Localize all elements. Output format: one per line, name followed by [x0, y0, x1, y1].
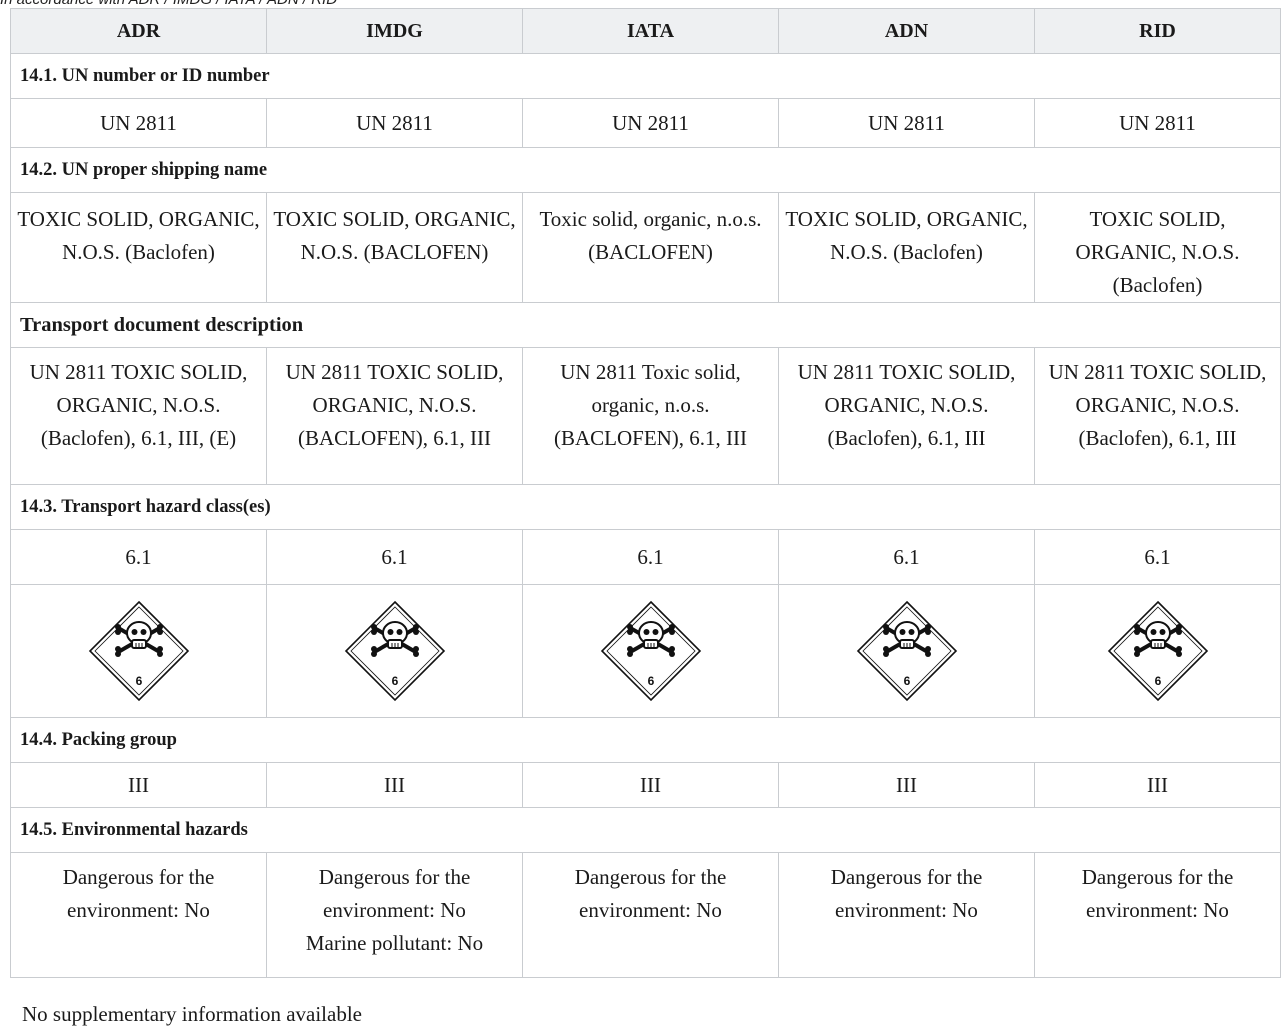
table-cell: Dangerous for the environment: No — [778, 852, 1035, 978]
marine-pollutant-text: Marine pollutant: No — [305, 931, 484, 955]
section-title: 14.2. UN proper shipping name — [10, 147, 1281, 193]
section-transport-document: Transport document description — [10, 302, 1281, 348]
hazard-label-cell: 6 — [1034, 584, 1281, 718]
section-hazard-class: 14.3. Transport hazard class(es) — [10, 484, 1281, 530]
table-cell: UN 2811 TOXIC SOLID, ORGANIC, N.O.S. (Ba… — [778, 347, 1035, 485]
env-hazard-text: Dangerous for the environment: No — [830, 865, 983, 922]
hazard-label-cell: 6 — [10, 584, 267, 718]
column-header-adn: ADN — [778, 8, 1035, 54]
hazard-label-cell: 6 — [778, 584, 1035, 718]
hazard-class-number: 6 — [647, 674, 654, 688]
supplementary-info: No supplementary information available — [22, 1002, 362, 1026]
table-cell: UN 2811 — [778, 98, 1035, 148]
hazard-label-row: 6 6 6 6 6 — [10, 584, 1281, 718]
table-cell: 6.1 — [778, 529, 1035, 585]
environmental-row: Dangerous for the environment: No Danger… — [10, 852, 1281, 978]
section-packing-group: 14.4. Packing group — [10, 717, 1281, 763]
table-cell: III — [522, 762, 779, 808]
hazard-class-number: 6 — [1154, 674, 1161, 688]
hazard-class-number: 6 — [903, 674, 910, 688]
section-title: Transport document description — [10, 302, 1281, 348]
toxic-skull-crossbones-diamond-icon: 6 — [856, 600, 957, 702]
hazard-class-row: 6.1 6.1 6.1 6.1 6.1 — [10, 529, 1281, 585]
column-header-imdg: IMDG — [266, 8, 523, 54]
table-cell: UN 2811 — [1034, 98, 1281, 148]
table-cell: 6.1 — [10, 529, 267, 585]
section-un-number: 14.1. UN number or ID number — [10, 53, 1281, 99]
table-cell: Dangerous for the environment: No — [10, 852, 267, 978]
table-cell: UN 2811 TOXIC SOLID, ORGANIC, N.O.S. (BA… — [266, 347, 523, 485]
packing-group-row: III III III III III — [10, 762, 1281, 808]
transport-document-row: UN 2811 TOXIC SOLID, ORGANIC, N.O.S. (Ba… — [10, 347, 1281, 485]
transport-table: ADR IMDG IATA ADN RID 14.1. UN number or… — [10, 8, 1281, 978]
section-title: 14.5. Environmental hazards — [10, 807, 1281, 853]
table-cell: UN 2811 TOXIC SOLID, ORGANIC, N.O.S. (Ba… — [10, 347, 267, 485]
section-environmental: 14.5. Environmental hazards — [10, 807, 1281, 853]
header-row: ADR IMDG IATA ADN RID — [10, 8, 1281, 54]
shipping-name-row: TOXIC SOLID, ORGANIC, N.O.S. (Baclofen) … — [10, 192, 1281, 303]
toxic-skull-crossbones-diamond-icon: 6 — [1107, 600, 1208, 702]
table-cell: III — [10, 762, 267, 808]
section-title: 14.3. Transport hazard class(es) — [10, 484, 1281, 530]
table-cell: UN 2811 — [10, 98, 267, 148]
table-cell: TOXIC SOLID, ORGANIC, N.O.S. (BACLOFEN) — [266, 192, 523, 303]
top-note: In accordance with ADR / IMDG / IATA / A… — [0, 0, 337, 9]
un-number-row: UN 2811 UN 2811 UN 2811 UN 2811 UN 2811 — [10, 98, 1281, 148]
toxic-skull-crossbones-diamond-icon: 6 — [344, 600, 445, 702]
table-cell: Toxic solid, organic, n.o.s. (BACLOFEN) — [522, 192, 779, 303]
table-cell: Dangerous for the environment: No Marine… — [266, 852, 523, 978]
column-header-iata: IATA — [522, 8, 779, 54]
env-hazard-text: Dangerous for the environment: No — [1081, 865, 1234, 922]
table-cell: 6.1 — [522, 529, 779, 585]
section-shipping-name: 14.2. UN proper shipping name — [10, 147, 1281, 193]
section-title: 14.1. UN number or ID number — [10, 53, 1281, 99]
env-hazard-text: Dangerous for the environment: No — [574, 865, 727, 922]
section-title: 14.4. Packing group — [10, 717, 1281, 763]
env-hazard-text: Dangerous for the environment: No — [318, 865, 471, 922]
table-cell: TOXIC SOLID, ORGANIC, N.O.S. (Baclofen) — [10, 192, 267, 303]
table-cell: Dangerous for the environment: No — [522, 852, 779, 978]
table-cell: UN 2811 TOXIC SOLID, ORGANIC, N.O.S. (Ba… — [1034, 347, 1281, 485]
table-cell: UN 2811 Toxic solid, organic, n.o.s. (BA… — [522, 347, 779, 485]
table-cell: UN 2811 — [266, 98, 523, 148]
toxic-skull-crossbones-diamond-icon: 6 — [600, 600, 701, 702]
toxic-skull-crossbones-diamond-icon: 6 — [88, 600, 189, 702]
column-header-rid: RID — [1034, 8, 1281, 54]
env-hazard-text: Dangerous for the environment: No — [62, 865, 215, 922]
table-cell: TOXIC SOLID, ORGANIC, N.O.S. (Baclofen) — [1034, 192, 1281, 303]
table-cell: Dangerous for the environment: No — [1034, 852, 1281, 978]
table-cell: TOXIC SOLID, ORGANIC, N.O.S. (Baclofen) — [778, 192, 1035, 303]
hazard-label-cell: 6 — [522, 584, 779, 718]
table-cell: III — [1034, 762, 1281, 808]
table-cell: 6.1 — [266, 529, 523, 585]
table-cell: III — [778, 762, 1035, 808]
table-cell: 6.1 — [1034, 529, 1281, 585]
table-cell: UN 2811 — [522, 98, 779, 148]
hazard-label-cell: 6 — [266, 584, 523, 718]
hazard-class-number: 6 — [391, 674, 398, 688]
hazard-class-number: 6 — [135, 674, 142, 688]
column-header-adr: ADR — [10, 8, 267, 54]
table-cell: III — [266, 762, 523, 808]
